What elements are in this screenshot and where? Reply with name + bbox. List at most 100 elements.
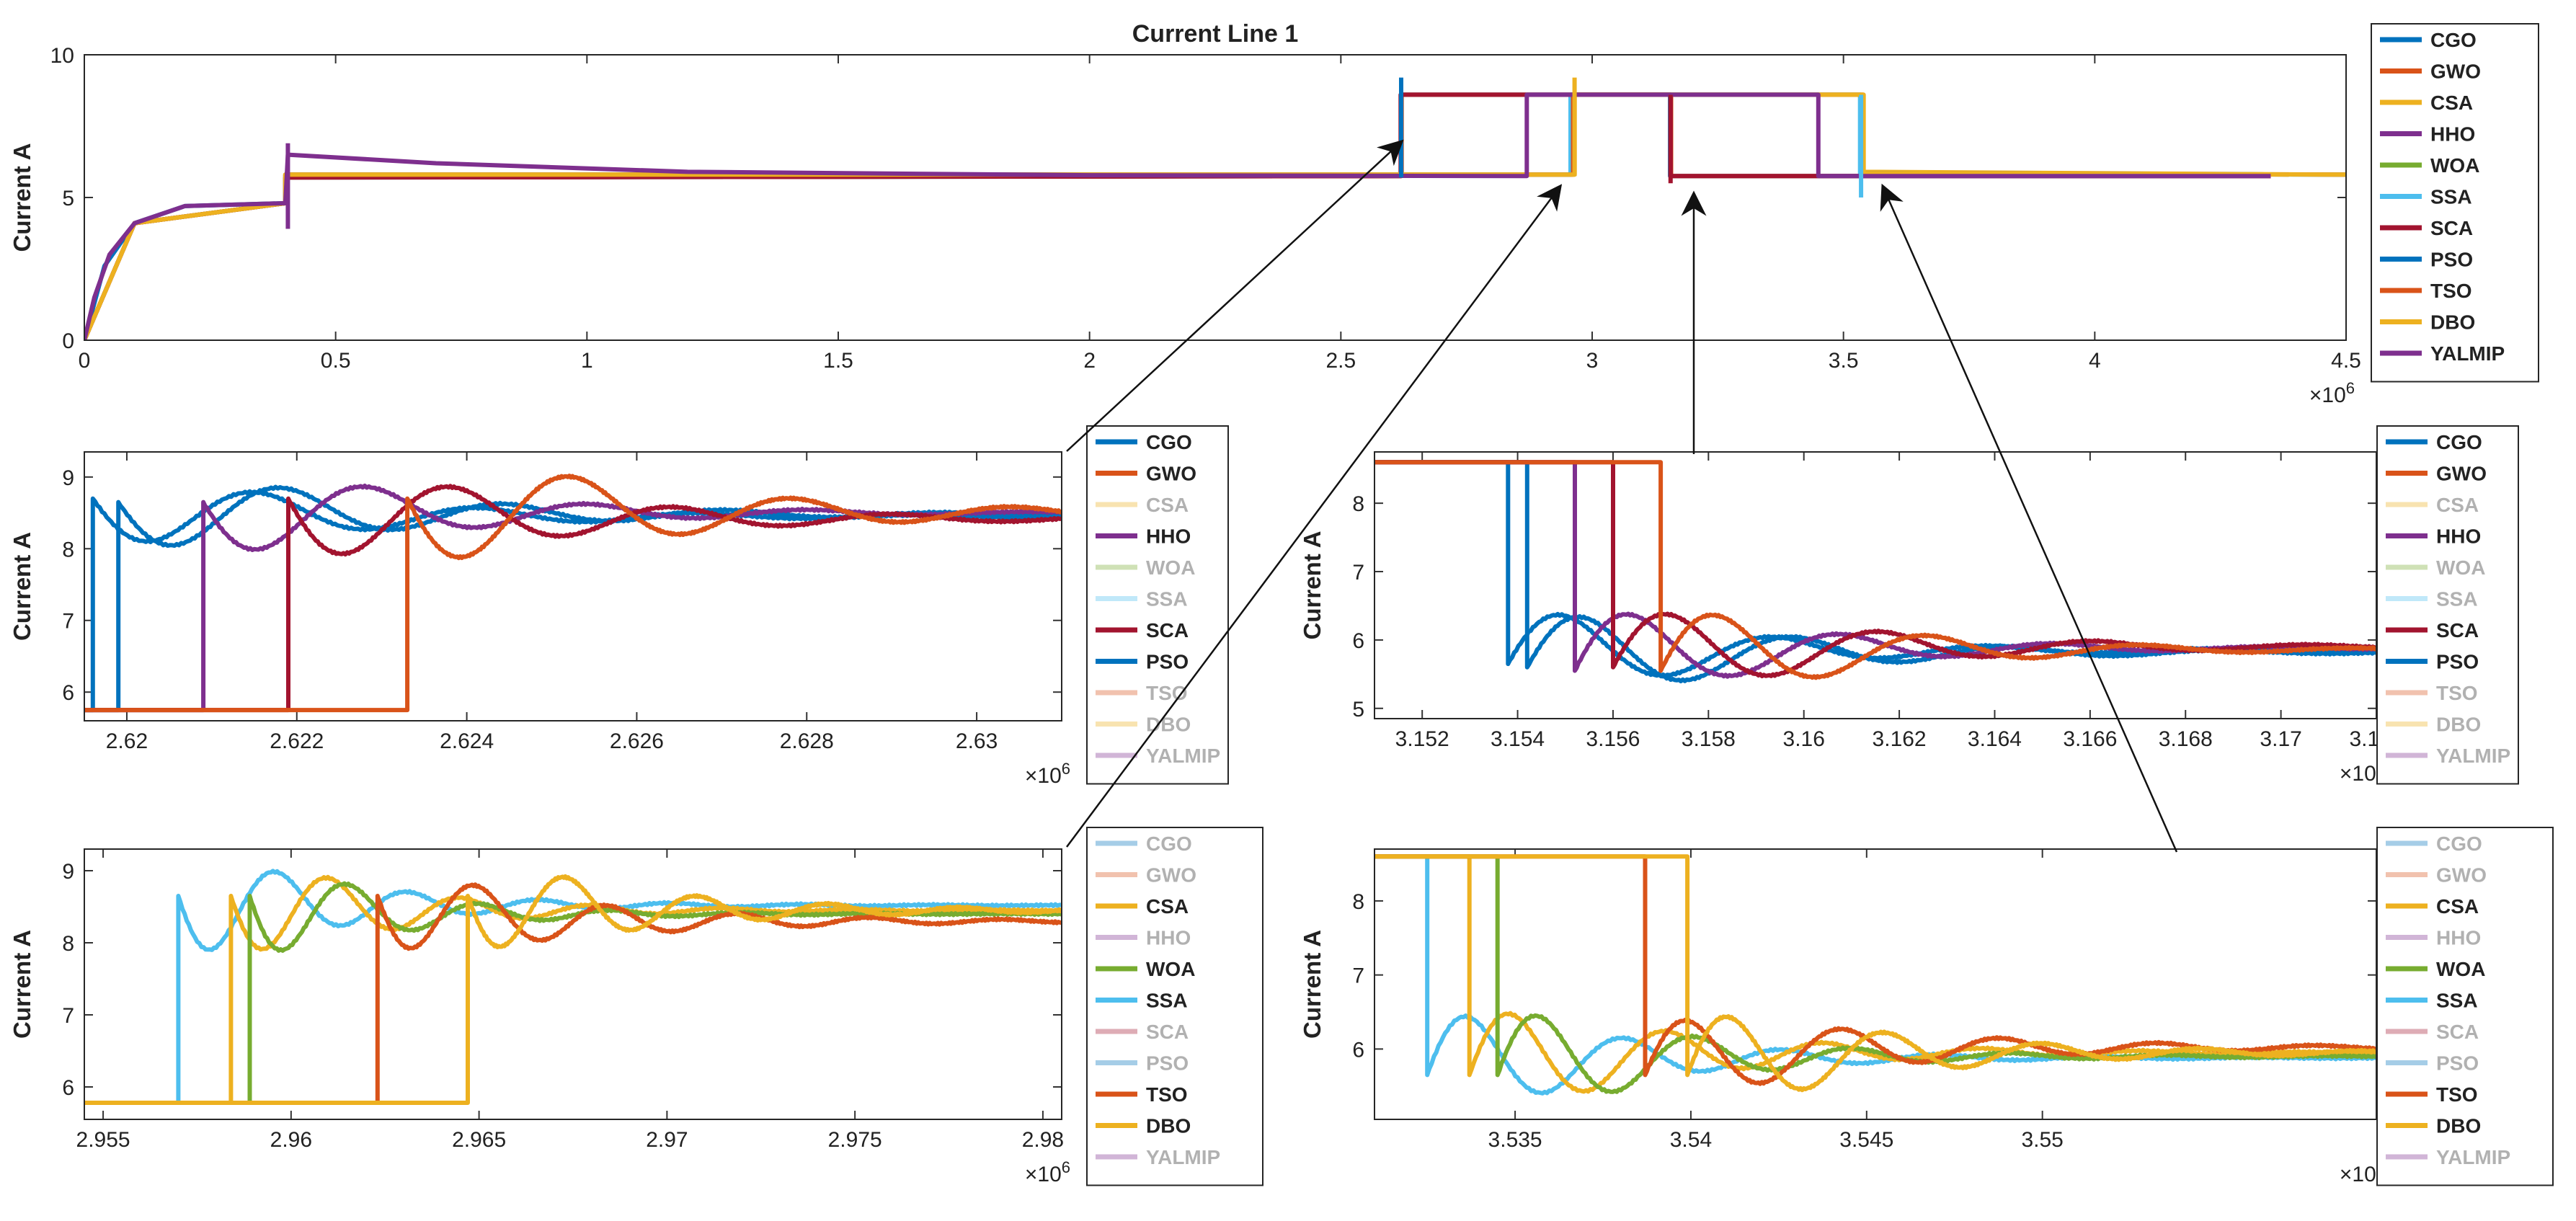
legend-item-hho[interactable]: HHO bbox=[1096, 927, 1191, 949]
legend-item-pso[interactable]: PSO bbox=[2386, 1052, 2479, 1075]
legend-item-pso[interactable]: PSO bbox=[2386, 651, 2479, 673]
series-line-tso bbox=[84, 882, 1062, 1105]
x-tick-label: 2.63 bbox=[956, 729, 998, 753]
x-tick-label: 3.158 bbox=[1682, 727, 1736, 751]
plot-area bbox=[1374, 849, 2376, 1119]
legend-item-yalmip[interactable]: YALMIP bbox=[1096, 745, 1220, 767]
legend-item-hho[interactable]: HHO bbox=[2380, 123, 2475, 146]
y-tick-label: 10 bbox=[50, 44, 74, 68]
legend-item-woa[interactable]: WOA bbox=[2380, 154, 2479, 177]
legend: CGO GWO CSA HHO WOA SSA SCA PSO TSO DBO YALMIP bbox=[2376, 827, 2554, 1186]
legend-item-sca[interactable]: SCA bbox=[2386, 619, 2479, 641]
legend-label: HHO bbox=[2436, 927, 2481, 949]
legend-item-csa[interactable]: CSA bbox=[2380, 92, 2473, 114]
legend-item-cgo[interactable]: CGO bbox=[2386, 832, 2482, 855]
legend-item-pso[interactable]: PSO bbox=[1096, 1052, 1189, 1075]
y-axis-label: Current A bbox=[9, 930, 35, 1039]
legend-item-dbo[interactable]: DBO bbox=[2386, 1115, 2481, 1137]
legend-label: WOA bbox=[1146, 556, 1195, 579]
legend-label: SCA bbox=[2430, 217, 2473, 239]
legend-item-gwo[interactable]: GWO bbox=[2386, 463, 2487, 485]
legend-item-sca[interactable]: SCA bbox=[2380, 217, 2473, 239]
series-line-woa bbox=[84, 881, 1062, 1105]
legend-item-hho[interactable]: HHO bbox=[2386, 927, 2481, 949]
series-line-gwo bbox=[1374, 460, 2376, 680]
x-tick-label: 4 bbox=[2089, 349, 2101, 373]
series-group bbox=[84, 869, 1062, 1105]
x-multiplier: ×10 bbox=[2309, 383, 2346, 407]
legend-box bbox=[1086, 425, 1229, 785]
x-tick-label: 0.5 bbox=[321, 349, 351, 373]
x-tick-label: 3.152 bbox=[1395, 727, 1449, 751]
x-tick-label: 3.54 bbox=[1670, 1128, 1712, 1152]
y-tick-label: 8 bbox=[1352, 890, 1364, 914]
series-group bbox=[1374, 460, 2376, 683]
legend-item-hho[interactable]: HHO bbox=[1096, 525, 1191, 548]
legend-item-csa[interactable]: CSA bbox=[1096, 494, 1189, 516]
legend-item-woa[interactable]: WOA bbox=[2386, 958, 2485, 980]
x-tick-label: 2 bbox=[1083, 349, 1096, 373]
x-exponent-label: ×106 bbox=[1025, 760, 1070, 788]
legend-item-tso[interactable]: TSO bbox=[2386, 682, 2478, 704]
legend-item-ssa[interactable]: SSA bbox=[2386, 990, 2478, 1012]
y-tick-label: 7 bbox=[1352, 964, 1364, 988]
x-tick-label: 3.17 bbox=[2260, 727, 2301, 751]
legend-item-gwo[interactable]: GWO bbox=[1096, 463, 1196, 485]
axes-frame bbox=[84, 848, 1062, 1120]
legend-label: WOA bbox=[2436, 958, 2485, 980]
legend-item-tso[interactable]: TSO bbox=[2386, 1083, 2478, 1106]
legend-item-sca[interactable]: SCA bbox=[1096, 1021, 1189, 1043]
legend-item-pso[interactable]: PSO bbox=[1096, 651, 1189, 673]
legend-item-yalmip[interactable]: YALMIP bbox=[2386, 1146, 2510, 1168]
x-tick-label: 3.162 bbox=[1873, 727, 1927, 751]
legend-item-yalmip[interactable]: YALMIP bbox=[2380, 342, 2505, 365]
legend-item-csa[interactable]: CSA bbox=[1096, 895, 1189, 918]
y-axis-label: Current A bbox=[9, 532, 35, 641]
legend-item-ssa[interactable]: SSA bbox=[1096, 588, 1188, 610]
legend-item-woa[interactable]: WOA bbox=[2386, 556, 2485, 579]
legend-label: CGO bbox=[2430, 29, 2477, 51]
legend-label: HHO bbox=[2430, 123, 2475, 146]
legend-item-woa[interactable]: WOA bbox=[1096, 556, 1195, 579]
legend-item-ssa[interactable]: SSA bbox=[2380, 186, 2472, 208]
legend-item-yalmip[interactable]: YALMIP bbox=[1096, 1146, 1220, 1168]
legend-label: YALMIP bbox=[2436, 745, 2510, 767]
legend-item-cgo[interactable]: CGO bbox=[2380, 29, 2477, 51]
legend-item-ssa[interactable]: SSA bbox=[1096, 990, 1188, 1012]
legend-item-dbo[interactable]: DBO bbox=[2380, 311, 2475, 334]
y-tick-label: 8 bbox=[62, 932, 74, 956]
legend-item-sca[interactable]: SCA bbox=[1096, 619, 1189, 641]
legend-item-gwo[interactable]: GWO bbox=[2380, 61, 2481, 83]
legend-item-hho[interactable]: HHO bbox=[2386, 525, 2481, 548]
y-tick-label: 7 bbox=[1352, 561, 1364, 585]
chart-zoom4: Current A3.5353.543.5453.55678×106CGOGWO… bbox=[1299, 827, 2554, 1186]
legend-item-gwo[interactable]: GWO bbox=[2386, 864, 2487, 887]
legend-label: PSO bbox=[2430, 249, 2473, 271]
legend-item-csa[interactable]: CSA bbox=[2386, 494, 2479, 516]
x-tick-label: 2.96 bbox=[270, 1128, 312, 1152]
legend-item-ssa[interactable]: SSA bbox=[2386, 588, 2478, 610]
zoom-arrow bbox=[1066, 139, 1404, 452]
legend-label: SSA bbox=[1146, 588, 1188, 610]
legend-item-tso[interactable]: TSO bbox=[1096, 1083, 1188, 1106]
legend-item-dbo[interactable]: DBO bbox=[2386, 714, 2481, 736]
legend-label: GWO bbox=[2430, 61, 2481, 83]
legend-item-gwo[interactable]: GWO bbox=[1096, 864, 1196, 887]
legend-item-sca[interactable]: SCA bbox=[2386, 1021, 2479, 1043]
legend-label: CGO bbox=[1146, 832, 1192, 855]
x-exponent: 6 bbox=[1062, 760, 1070, 778]
legend-item-cgo[interactable]: CGO bbox=[1096, 832, 1192, 855]
legend-item-cgo[interactable]: CGO bbox=[2386, 431, 2482, 453]
legend-item-dbo[interactable]: DBO bbox=[1096, 1115, 1191, 1137]
legend-item-cgo[interactable]: CGO bbox=[1096, 431, 1192, 453]
legend-label: YALMIP bbox=[2430, 342, 2505, 365]
legend-item-csa[interactable]: CSA bbox=[2386, 895, 2479, 918]
legend-item-woa[interactable]: WOA bbox=[1096, 958, 1195, 980]
x-tick-label: 3.5 bbox=[1829, 349, 1859, 373]
legend-label: TSO bbox=[2436, 682, 2478, 704]
legend-item-tso[interactable]: TSO bbox=[2380, 280, 2472, 302]
legend-item-pso[interactable]: PSO bbox=[2380, 249, 2473, 271]
legend-item-yalmip[interactable]: YALMIP bbox=[2386, 745, 2510, 767]
legend-label: PSO bbox=[2436, 651, 2479, 673]
chart-main: Current Line 1 Current A 0 0.5 1 1.5 2 2.5 3 3.5 4… bbox=[9, 20, 2539, 407]
